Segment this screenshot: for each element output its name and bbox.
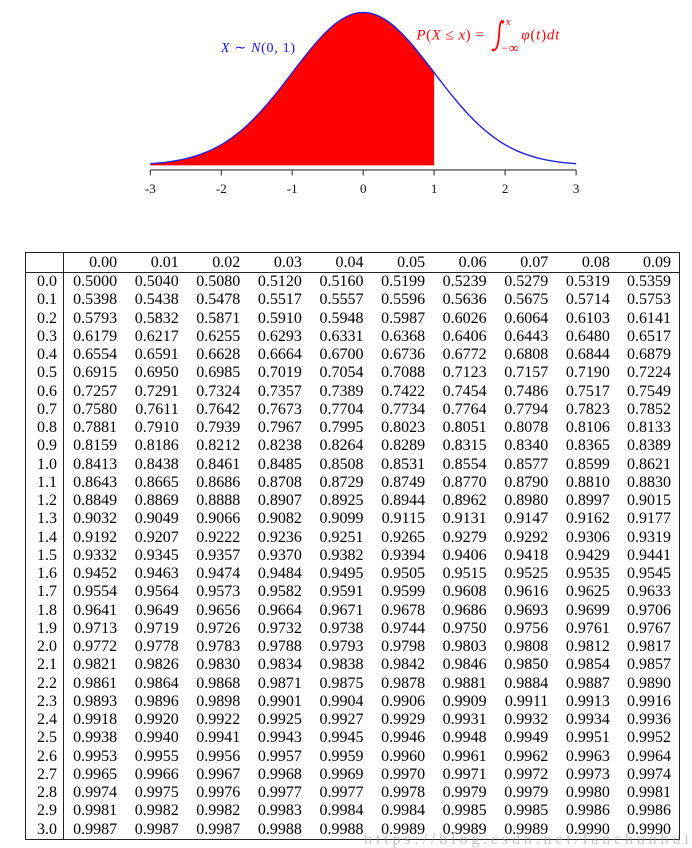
svg-text:P(X ≤ x) =: P(X ≤ x) = — [415, 27, 484, 43]
svg-text:∞: ∞ — [509, 41, 519, 56]
svg-text:x: x — [505, 16, 511, 28]
svg-text:3: 3 — [573, 181, 580, 196]
svg-text:X ∼ N(0, 1): X ∼ N(0, 1) — [220, 41, 295, 56]
svg-text:-2: -2 — [216, 181, 227, 196]
svg-text:-1: -1 — [287, 181, 298, 196]
svg-text:0: 0 — [360, 181, 367, 196]
svg-text:φ(t)dt: φ(t)dt — [521, 27, 560, 43]
svg-text:−: − — [501, 41, 508, 55]
svg-text:-3: -3 — [145, 181, 156, 196]
svg-text:1: 1 — [431, 181, 438, 196]
svg-text:2: 2 — [502, 181, 509, 196]
